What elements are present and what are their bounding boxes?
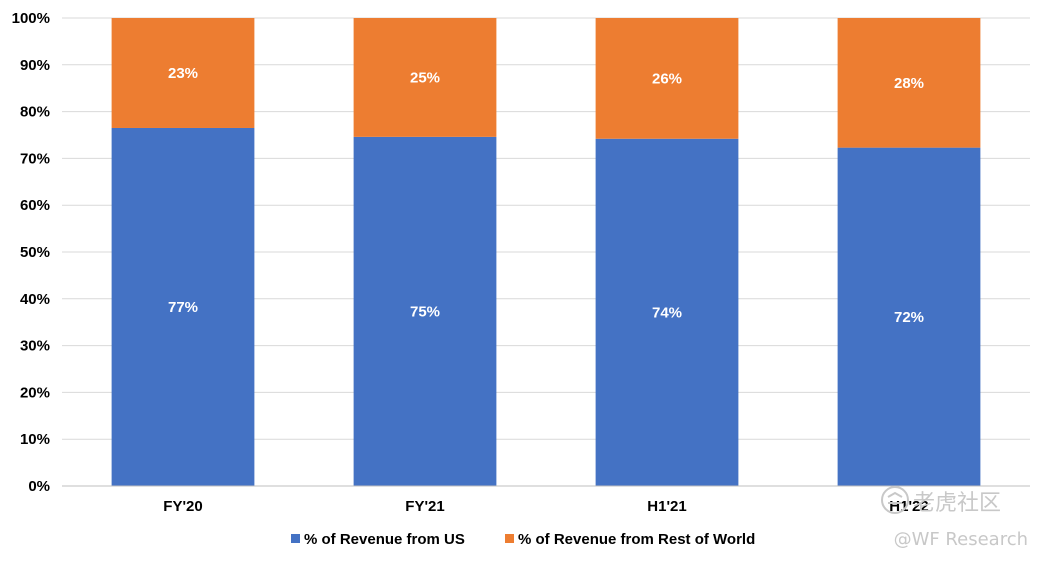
data-label: 28% — [894, 75, 924, 92]
x-tick-label: FY'21 — [405, 498, 444, 515]
bars: 77% 23% 75% 25% 74% 26% 72% 28% — [111, 18, 981, 487]
data-label: 77% — [168, 299, 198, 316]
bar-segment-rest-of-world — [595, 18, 739, 139]
y-tick-label: 50% — [20, 244, 50, 261]
legend-label: % of Revenue from US — [304, 531, 465, 548]
watermark-logo-icon — [881, 486, 909, 514]
data-label: 23% — [168, 65, 198, 82]
data-label: 72% — [894, 309, 924, 326]
y-tick-label: 80% — [20, 104, 50, 121]
y-tick-label: 60% — [20, 197, 50, 214]
bar-segment-us — [837, 147, 981, 487]
y-tick-label: 10% — [20, 431, 50, 448]
watermark-logo-icon-mark — [887, 491, 903, 504]
legend-swatch — [505, 534, 514, 543]
bar-segment-rest-of-world — [837, 18, 981, 148]
data-label: 75% — [410, 303, 440, 320]
x-axis-ticks: FY'20 FY'21 H1'21 H1'22 — [163, 498, 928, 515]
y-tick-label: 40% — [20, 291, 50, 308]
y-tick-label: 90% — [20, 57, 50, 74]
legend-label: % of Revenue from Rest of World — [518, 531, 755, 548]
watermark-site: 老虎社区 — [913, 491, 1001, 516]
bar-segment-us — [595, 138, 739, 486]
data-label: 25% — [410, 69, 440, 86]
x-tick-label: FY'20 — [163, 498, 202, 515]
bar-segment-us — [353, 136, 497, 486]
bar-segment-us — [111, 127, 255, 486]
x-tick-label: H1'21 — [647, 498, 686, 515]
bar-segment-rest-of-world — [353, 18, 497, 137]
y-tick-label: 30% — [20, 338, 50, 355]
data-label: 74% — [652, 304, 682, 321]
legend-swatch — [291, 534, 300, 543]
data-label: 26% — [652, 70, 682, 87]
y-axis-ticks: 0% 10% 20% 30% 40% 50% 60% 70% 80% 90% 100% — [12, 10, 50, 495]
bar-segment-rest-of-world — [111, 18, 255, 128]
y-tick-label: 70% — [20, 150, 50, 167]
y-tick-label: 20% — [20, 384, 50, 401]
watermark: 老虎社区 @WF Research — [881, 486, 1028, 550]
y-tick-label: 100% — [12, 10, 50, 27]
legend: % of Revenue from US % of Revenue from Re… — [291, 531, 755, 548]
watermark-author: @WF Research — [894, 529, 1028, 550]
y-tick-label: 0% — [28, 478, 50, 495]
